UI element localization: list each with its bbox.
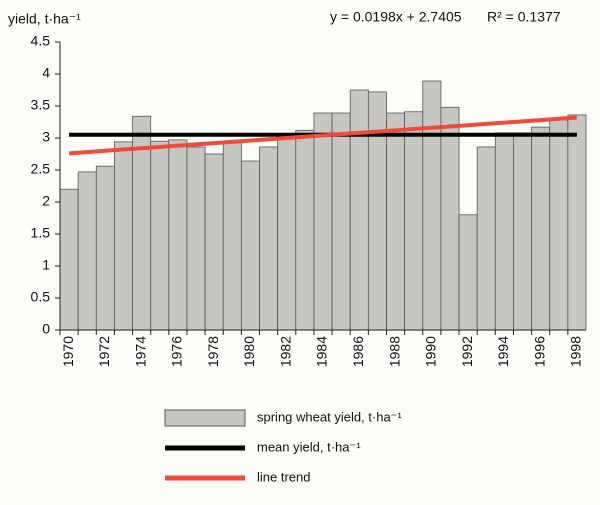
x-tick-label: 1984 [314, 336, 330, 367]
legend-swatch [164, 409, 246, 427]
r-squared: R² = 0.1377 [487, 9, 561, 25]
x-tick-label: 1996 [531, 336, 547, 367]
bar [531, 126, 551, 331]
bar [240, 160, 260, 331]
y-tick-label: 4 [42, 65, 50, 81]
bar [422, 80, 442, 331]
bar [277, 134, 297, 331]
y-tick-label: 4.5 [31, 33, 51, 49]
x-tick-label: 1992 [459, 336, 475, 367]
x-tick-label: 1976 [169, 336, 185, 367]
y-tick-label: 0 [42, 321, 50, 337]
bar [367, 91, 387, 331]
x-tick-label: 1974 [132, 336, 148, 367]
x-tick-label: 1970 [60, 336, 76, 367]
legend-label: mean yield, t·ha⁻¹ [257, 439, 361, 454]
bar [549, 119, 569, 331]
y-tick-label: 0.5 [31, 289, 51, 305]
x-tick-label: 1980 [241, 336, 257, 367]
bar [349, 89, 369, 331]
bar [476, 146, 496, 331]
bar [259, 146, 279, 331]
x-tick-label: 1998 [568, 336, 584, 367]
bar [114, 141, 133, 331]
x-tick-label: 1982 [277, 336, 293, 367]
bar [95, 165, 115, 331]
x-tick-label: 1978 [205, 336, 221, 367]
bar [186, 146, 206, 331]
y-axis-label: yield, t·ha⁻¹ [8, 11, 81, 27]
bar [386, 112, 406, 331]
y-tick-label: 3.5 [31, 97, 51, 113]
bar [204, 153, 224, 331]
bar [59, 188, 79, 331]
bar [567, 114, 587, 331]
x-tick-label: 1990 [423, 336, 439, 367]
legend-label: spring wheat yield, t·ha⁻¹ [257, 409, 403, 424]
y-tick-label: 1 [42, 257, 50, 273]
x-tick-label: 1988 [386, 336, 402, 367]
x-tick-label: 1972 [96, 336, 112, 367]
bar [150, 140, 170, 331]
bar [222, 142, 242, 331]
y-tick-label: 1.5 [31, 225, 51, 241]
bar [513, 132, 532, 331]
y-tick-label: 2.5 [31, 161, 51, 177]
bar [295, 129, 315, 331]
bar [313, 112, 333, 331]
line-series [68, 115, 578, 156]
equation: y = 0.0198x + 2.7405 [330, 9, 462, 25]
bar [404, 111, 424, 331]
legend-label: line trend [257, 469, 310, 484]
y-tick-label: 3 [42, 129, 50, 145]
bar [168, 139, 188, 331]
bar [494, 132, 514, 331]
bar [77, 171, 97, 331]
bar [331, 112, 351, 331]
x-tick-label: 1986 [350, 336, 366, 367]
bar [458, 214, 478, 331]
x-tick-label: 1994 [495, 336, 511, 367]
y-tick-label: 2 [42, 193, 50, 209]
bar [440, 106, 460, 331]
